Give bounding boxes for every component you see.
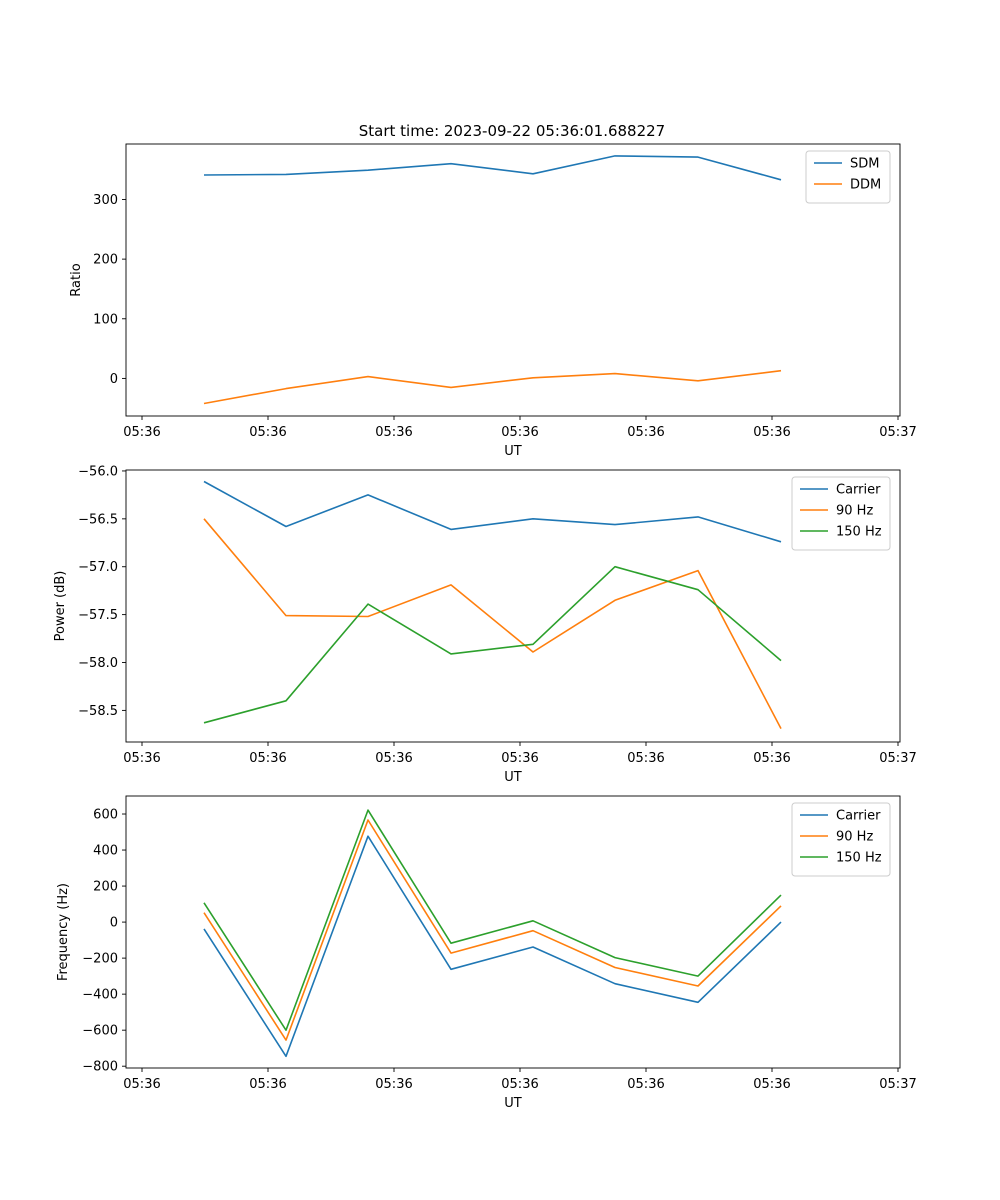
y-tick-label: 200	[93, 880, 118, 895]
y-axis-label: Power (dB)	[53, 571, 68, 642]
legend-label: 90 Hz	[836, 504, 873, 519]
legend: Carrier 90 Hz 150 Hz	[791, 802, 891, 877]
x-tick-label: 05:36	[123, 1077, 160, 1092]
legend: SDM DDM	[805, 150, 891, 204]
y-tick-label: 300	[93, 193, 118, 208]
legend-box	[805, 150, 891, 204]
y-tick-label: −57.5	[78, 608, 118, 623]
y-tick-label: 100	[93, 312, 118, 327]
x-tick-label: 05:36	[501, 1077, 538, 1092]
y-tick-label: −200	[82, 952, 118, 967]
series-line-150-hz	[203, 565, 782, 724]
x-tick-label: 05:36	[753, 425, 790, 440]
x-tick-label: 05:36	[753, 1077, 790, 1092]
x-tick-label: 05:36	[375, 425, 412, 440]
legend-label: 90 Hz	[836, 830, 873, 845]
x-tick-label: 05:36	[249, 751, 286, 766]
y-tick-label: −58.0	[78, 656, 118, 671]
series-line-90-hz	[203, 819, 782, 1041]
series-line-90-hz	[203, 518, 782, 729]
x-tick-label: 05:36	[249, 425, 286, 440]
y-axis-label: Frequency (Hz)	[56, 883, 71, 981]
series-line-150-hz	[203, 809, 782, 1031]
x-tick-label: 05:37	[879, 1077, 916, 1092]
legend-label: 150 Hz	[836, 525, 882, 540]
x-tick-label: 05:36	[249, 1077, 286, 1092]
figure-title: Start time: 2023-09-22 05:36:01.688227	[359, 122, 665, 140]
x-tick-label: 05:36	[627, 425, 664, 440]
y-tick-label: −58.5	[78, 704, 118, 719]
x-tick-label: 05:36	[501, 751, 538, 766]
y-tick-label: −56.5	[78, 512, 118, 527]
y-tick-label: 400	[93, 844, 118, 859]
y-tick-label: 200	[93, 253, 118, 268]
y-tick-label: 0	[110, 916, 118, 931]
legend-label: 150 Hz	[836, 851, 882, 866]
series-line-carrier	[203, 835, 782, 1058]
x-tick-label: 05:36	[501, 425, 538, 440]
axes-frame	[125, 143, 901, 417]
ratio-panel: 05:36 05:36 05:36 05:36 05:36 05:36 05:37 0 100 2…	[69, 143, 917, 459]
y-tick-label: −600	[82, 1024, 118, 1039]
legend-label: Carrier	[836, 483, 881, 498]
legend-label: DDM	[850, 178, 881, 193]
power-panel: 05:36 05:36 05:36 05:36 05:36 05:36 05:37 −58.5…	[53, 464, 917, 785]
x-tick-label: 05:37	[879, 425, 916, 440]
y-tick-label: −800	[82, 1060, 118, 1075]
x-axis-label: UT	[504, 1096, 522, 1111]
x-tick-label: 05:36	[753, 751, 790, 766]
x-axis-label: UT	[504, 770, 522, 785]
legend-label: Carrier	[836, 809, 881, 824]
x-tick-label: 05:36	[627, 751, 664, 766]
y-tick-label: 0	[110, 372, 118, 387]
x-tick-label: 05:36	[123, 425, 160, 440]
x-tick-label: 05:36	[375, 751, 412, 766]
legend: Carrier 90 Hz 150 Hz	[791, 476, 891, 551]
axes-frame	[125, 469, 901, 743]
y-axis-label: Ratio	[69, 263, 84, 296]
frequency-panel: 05:36 05:36 05:36 05:36 05:36 05:36 05:37 −800 −…	[56, 795, 917, 1111]
x-tick-label: 05:37	[879, 751, 916, 766]
x-tick-label: 05:36	[627, 1077, 664, 1092]
y-tick-label: −57.0	[78, 560, 118, 575]
y-tick-label: −56.0	[78, 464, 118, 479]
axes-frame	[125, 795, 901, 1069]
series-line-sdm	[203, 155, 782, 181]
y-tick-label: 600	[93, 808, 118, 823]
x-tick-label: 05:36	[375, 1077, 412, 1092]
x-tick-label: 05:36	[123, 751, 160, 766]
series-line-carrier	[203, 480, 782, 543]
x-axis-label: UT	[504, 444, 522, 459]
y-tick-label: −400	[82, 988, 118, 1003]
legend-label: SDM	[850, 157, 879, 172]
series-line-ddm	[203, 369, 782, 405]
